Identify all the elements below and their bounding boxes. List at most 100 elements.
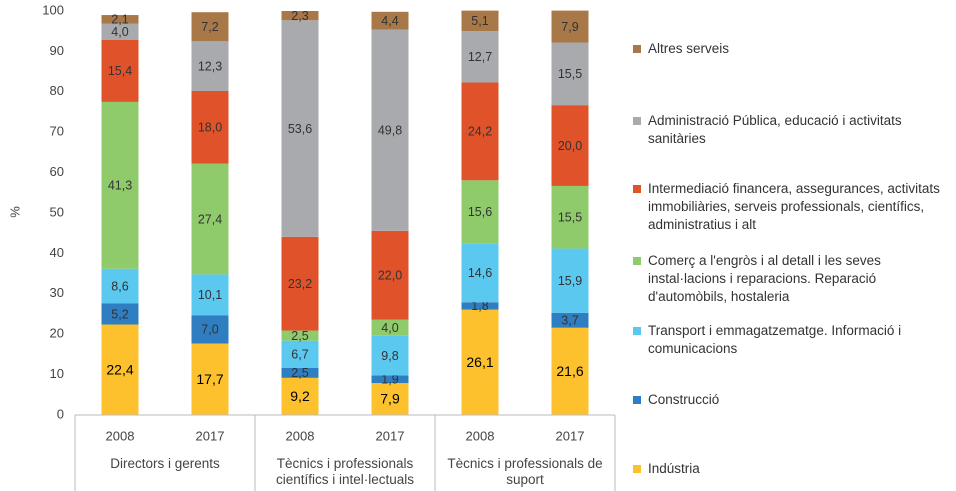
value-label: 15,5 xyxy=(558,211,582,225)
value-label: 41,3 xyxy=(108,179,132,193)
bar-segment xyxy=(281,11,319,21)
value-label: 14,6 xyxy=(468,266,492,280)
bar-segment xyxy=(101,15,139,24)
bar-segment xyxy=(371,335,409,376)
value-label: 18,0 xyxy=(198,121,222,135)
value-label: 12,7 xyxy=(468,50,492,64)
bar-segment xyxy=(371,230,409,320)
group-label: Directors i gerents xyxy=(110,456,220,471)
bar-segment xyxy=(551,312,589,328)
value-label: 7,2 xyxy=(201,20,218,34)
bar-segment xyxy=(551,248,589,313)
value-label: 23,2 xyxy=(288,277,312,291)
bar-segment xyxy=(461,302,499,310)
legend-swatch xyxy=(633,465,641,473)
y-tick-label: 40 xyxy=(50,245,64,260)
value-label: 1,8 xyxy=(471,299,488,313)
x-tick-label: 2017 xyxy=(376,428,405,443)
bar-segment xyxy=(371,319,409,336)
legend-label: Indústria xyxy=(648,461,700,476)
bar-segment xyxy=(281,20,319,237)
value-label: 5,1 xyxy=(471,14,488,28)
legend-item: Indústria xyxy=(633,460,953,478)
legend-item: Construcció xyxy=(633,391,953,409)
bar-segment xyxy=(551,327,589,415)
value-label: 15,9 xyxy=(558,274,582,288)
bar-segment xyxy=(101,324,139,415)
x-tick-label: 2008 xyxy=(466,428,495,443)
value-label: 2,5 xyxy=(291,366,308,380)
legend-label: Comerç a l'engròs i al detall i les seve… xyxy=(648,253,881,304)
bar-segment xyxy=(191,315,229,344)
y-tick-label: 10 xyxy=(50,366,64,381)
group-label: Tècnics i professionals de suport xyxy=(447,456,603,487)
legend-item: Comerç a l'engròs i al detall i les seve… xyxy=(633,252,953,306)
bar-segment xyxy=(371,375,409,384)
legend-item: Altres serveis xyxy=(633,40,953,58)
bar-segment xyxy=(371,11,409,30)
y-axis-label: % xyxy=(7,206,22,218)
value-label: 53,6 xyxy=(288,122,312,136)
value-label: 3,7 xyxy=(561,314,578,328)
bar-segment xyxy=(281,330,319,341)
bar-segment xyxy=(101,39,139,102)
value-label: 15,5 xyxy=(558,67,582,81)
value-label: 6,7 xyxy=(291,347,308,361)
bar-segment xyxy=(281,236,319,331)
bar-segment xyxy=(101,101,139,269)
legend-item: Administració Pública, educació i activi… xyxy=(633,112,953,148)
value-label: 4,0 xyxy=(381,321,398,335)
bar-segment xyxy=(551,10,589,43)
legend-swatch xyxy=(633,45,641,53)
legend-label: Altres serveis xyxy=(648,41,730,56)
bar-segment xyxy=(101,303,139,325)
y-tick-label: 80 xyxy=(50,83,64,98)
y-tick-label: 20 xyxy=(50,326,64,341)
legend-swatch xyxy=(633,396,641,404)
legend-item: Intermediació financera, assegurances, a… xyxy=(633,180,953,234)
value-label: 22,4 xyxy=(106,361,133,377)
bar-segment xyxy=(461,10,499,32)
value-label: 26,1 xyxy=(466,354,493,370)
value-label: 2,1 xyxy=(111,13,128,27)
bar-segment xyxy=(371,29,409,231)
value-label: 9,2 xyxy=(290,388,310,404)
legend-swatch xyxy=(633,327,641,335)
bar-segment xyxy=(191,343,229,415)
bar-segment xyxy=(281,367,319,378)
bar-segment xyxy=(191,163,229,275)
value-label: 5,2 xyxy=(111,307,128,321)
y-tick-label: 30 xyxy=(50,285,64,300)
bar-segment xyxy=(461,180,499,244)
bar-segment xyxy=(551,42,589,106)
value-label: 17,7 xyxy=(196,371,223,387)
legend-label: Administració Pública, educació i activi… xyxy=(648,113,902,146)
value-label: 24,2 xyxy=(468,125,492,139)
bar-segment xyxy=(281,340,319,368)
y-tick-label: 0 xyxy=(57,406,64,421)
value-label: 10,1 xyxy=(198,288,222,302)
value-label: 7,9 xyxy=(380,391,400,407)
x-tick-label: 2017 xyxy=(556,428,585,443)
bar-segment xyxy=(461,31,499,83)
value-label: 2,5 xyxy=(291,329,308,343)
legend-label: Intermediació financera, assegurances, a… xyxy=(648,181,940,232)
value-label: 49,8 xyxy=(378,123,402,137)
bar-segment xyxy=(551,185,589,249)
y-tick-label: 70 xyxy=(50,124,64,139)
value-label: 15,4 xyxy=(108,64,132,78)
y-tick-label: 100 xyxy=(42,2,64,17)
bar-segment xyxy=(461,82,499,181)
value-label: 22,0 xyxy=(378,269,402,283)
group-label: Tècnics i professionals científics i int… xyxy=(275,456,415,487)
value-label: 9,8 xyxy=(381,349,398,363)
legend-swatch xyxy=(633,185,641,193)
value-label: 2,3 xyxy=(291,9,308,23)
bar-segment xyxy=(281,377,319,415)
value-label: 15,6 xyxy=(468,205,492,219)
value-label: 1,9 xyxy=(381,373,398,387)
value-label: 7,0 xyxy=(201,323,218,337)
bar-segment xyxy=(101,268,139,304)
bar-segment xyxy=(191,41,229,91)
